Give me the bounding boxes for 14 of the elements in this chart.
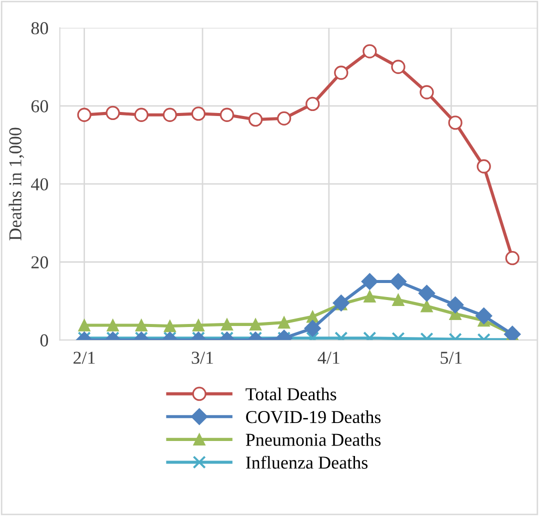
legend-label: COVID-19 Deaths [246,410,381,424]
x-tick-label: 5/1 [440,352,462,364]
y-tick-label: 80 [31,22,48,34]
legend-label: Pneumonia Deaths [246,433,381,446]
x-tick-label: 2/1 [74,352,95,364]
y-tick-label: 40 [31,178,48,190]
legend-label: Influenza Deaths [246,456,368,469]
y-tick-label: 20 [31,256,48,268]
x-tick-label: 4/1 [318,352,340,364]
y-tick-label: 0 [40,334,48,346]
y-tick-label: 60 [31,100,48,112]
legend-label: Total Deaths [246,388,336,400]
x-tick-label: 3/1 [192,352,213,364]
y-axis-title: Deaths in 1,000 [8,128,24,240]
